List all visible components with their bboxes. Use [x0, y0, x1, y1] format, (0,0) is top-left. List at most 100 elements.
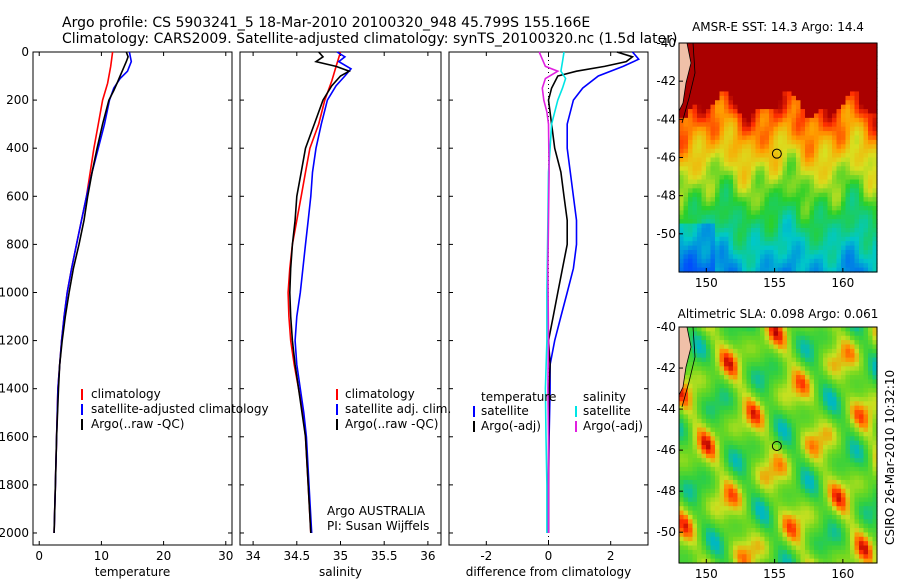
heatmap-cell: [688, 78, 694, 84]
heatmap-cell: [688, 113, 694, 119]
heatmap-cell: [715, 69, 721, 75]
heatmap-cell: [719, 558, 725, 564]
heatmap-cell: [688, 236, 694, 242]
heatmap-cell: [697, 135, 703, 141]
heatmap-cell: [854, 327, 860, 332]
heatmap-cell: [845, 375, 851, 381]
heatmap-cell: [742, 210, 748, 216]
heatmap-cell: [859, 245, 865, 251]
heatmap-cell: [818, 479, 824, 485]
heatmap-cell: [841, 179, 847, 185]
heatmap-cell: [872, 69, 878, 75]
heatmap-cell: [805, 166, 811, 172]
heatmap-cell: [845, 479, 851, 485]
heatmap-cell: [787, 532, 793, 538]
heatmap-cell: [688, 449, 694, 455]
heatmap-cell: [701, 501, 707, 507]
heatmap-cell: [850, 453, 856, 459]
heatmap-cell: [764, 396, 770, 402]
heatmap-cell: [800, 501, 806, 507]
heatmap-cell: [872, 60, 878, 66]
heatmap-cell: [827, 241, 833, 247]
heatmap-cell: [814, 179, 820, 185]
heatmap-cell: [769, 109, 775, 115]
heatmap-cell: [841, 353, 847, 359]
heatmap-cell: [809, 56, 815, 62]
heatmap-cell: [728, 375, 734, 381]
heatmap-cell: [823, 479, 829, 485]
heatmap-cell: [679, 510, 685, 516]
heatmap-cell: [724, 258, 730, 264]
heatmap-cell: [818, 545, 824, 551]
heatmap-cell: [692, 484, 698, 490]
heatmap-cell: [782, 383, 788, 389]
heatmap-cell: [706, 388, 712, 394]
heatmap-cell: [818, 366, 824, 372]
heatmap-cell: [814, 232, 820, 238]
heatmap-cell: [679, 126, 685, 132]
heatmap-cell: [719, 514, 725, 520]
heatmap-cell: [796, 144, 802, 150]
heatmap-cell: [854, 427, 860, 433]
heatmap-cell: [778, 414, 784, 420]
heatmap-cell: [683, 175, 689, 181]
heatmap-cell: [764, 100, 770, 106]
heatmap-cell: [805, 357, 811, 363]
heatmap-cell: [832, 331, 838, 337]
heatmap-cell: [697, 170, 703, 176]
heatmap-cell: [827, 131, 833, 137]
heatmap-cell: [841, 453, 847, 459]
heatmap-cell: [742, 484, 748, 490]
heatmap-cell: [823, 523, 829, 529]
heatmap-cell: [778, 370, 784, 376]
heatmap-cell: [710, 388, 716, 394]
heatmap-cell: [679, 436, 685, 442]
heatmap-cell: [751, 423, 757, 429]
heatmap-cell: [836, 109, 842, 115]
heatmap-cell: [832, 545, 838, 551]
heatmap-cell: [706, 536, 712, 542]
heatmap-cell: [701, 51, 707, 57]
heatmap-cell: [755, 166, 761, 172]
heatmap-cell: [683, 254, 689, 260]
heatmap-cell: [818, 532, 824, 538]
heatmap-cell: [800, 344, 806, 350]
heatmap-cell: [800, 201, 806, 207]
heatmap-cell: [692, 528, 698, 534]
heatmap-cell: [854, 357, 860, 363]
heatmap-cell: [863, 267, 869, 273]
heatmap-cell: [724, 56, 730, 62]
heatmap-cell: [805, 558, 811, 564]
heatmap-cell: [719, 201, 725, 207]
heatmap-cell: [742, 197, 748, 203]
heatmap-cell: [692, 73, 698, 79]
heatmap-cell: [836, 493, 842, 499]
heatmap-cell: [719, 431, 725, 437]
heatmap-cell: [868, 488, 874, 494]
heatmap-cell: [688, 479, 694, 485]
heatmap-cell: [800, 236, 806, 242]
heatmap-cell: [814, 183, 820, 189]
heatmap-cell: [791, 263, 797, 269]
heatmap-cell: [809, 73, 815, 79]
heatmap-cell: [796, 210, 802, 216]
heatmap-cell: [841, 91, 847, 97]
heatmap-cell: [818, 361, 824, 367]
heatmap-cell: [872, 201, 878, 207]
heatmap-cell: [737, 144, 743, 150]
heatmap-cell: [719, 523, 725, 529]
heatmap-cell: [773, 357, 779, 363]
heatmap-cell: [742, 514, 748, 520]
heatmap-cell: [769, 227, 775, 233]
heatmap-cell: [737, 249, 743, 255]
heatmap-cell: [764, 232, 770, 238]
heatmap-cell: [841, 104, 847, 110]
heatmap-cell: [778, 532, 784, 538]
heatmap-cell: [773, 249, 779, 255]
heatmap-cell: [791, 475, 797, 481]
heatmap-cell: [764, 188, 770, 194]
heatmap-cell: [683, 263, 689, 269]
heatmap-cell: [836, 166, 842, 172]
heatmap-cell: [724, 549, 730, 555]
heatmap-cell: [746, 117, 752, 123]
